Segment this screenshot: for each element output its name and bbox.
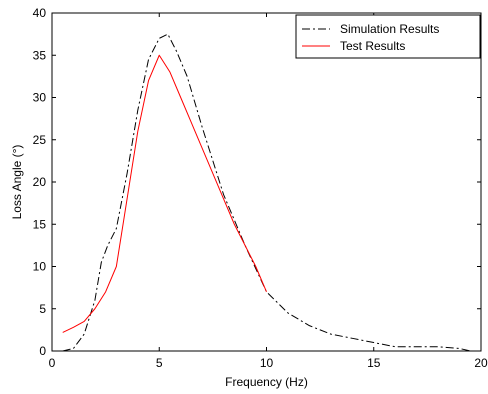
test-results-point <box>266 291 267 292</box>
test-results-point <box>212 173 213 174</box>
y-tick-label: 30 <box>33 91 47 105</box>
test-results-point <box>73 327 74 328</box>
x-tick-label: 10 <box>260 356 274 370</box>
test-results-point <box>234 224 235 225</box>
test-results-point <box>159 55 160 56</box>
simulation-results-point <box>223 194 224 195</box>
series-lines <box>62 33 471 352</box>
test-results-line <box>62 54 267 333</box>
y-axis-title: Loss Angle (°) <box>10 145 24 220</box>
simulation-results-point <box>373 342 374 343</box>
simulation-results-point <box>202 126 203 127</box>
simulation-results-point <box>148 59 149 60</box>
test-results-point <box>62 332 63 333</box>
test-results-point <box>84 321 85 322</box>
simulation-results-line <box>62 33 471 352</box>
y-tick-label: 35 <box>33 48 47 62</box>
y-axis-ticks: 0 5 10 15 20 25 30 35 40 <box>33 6 481 358</box>
legend-label-simulation: Simulation Results <box>340 22 439 36</box>
simulation-results-point <box>416 346 417 347</box>
y-tick-label: 20 <box>33 175 47 189</box>
legend-box <box>295 14 481 59</box>
simulation-results-point <box>176 50 177 51</box>
simulation-results-point <box>107 245 108 246</box>
test-results-point <box>94 308 95 309</box>
simulation-results-point <box>159 38 160 39</box>
legend-label-test: Test Results <box>340 39 405 53</box>
test-results-point <box>180 97 181 98</box>
simulation-results-point <box>73 348 74 349</box>
y-tick-label: 5 <box>39 302 46 316</box>
x-tick-label: 20 <box>474 356 488 370</box>
y-tick-label: 0 <box>39 344 46 358</box>
simulation-results-point <box>167 34 168 35</box>
y-tick-label: 25 <box>33 133 47 147</box>
simulation-results-point <box>84 334 85 335</box>
test-results-point <box>126 198 127 199</box>
test-results-point <box>137 131 138 132</box>
x-axis-ticks: 0 5 10 15 20 <box>49 13 488 370</box>
simulation-results-point <box>470 350 471 351</box>
test-results-point <box>116 266 117 267</box>
simulation-results-point <box>330 334 331 335</box>
test-results-point <box>105 291 106 292</box>
y-tick-label: 10 <box>33 260 47 274</box>
test-results-point <box>169 72 170 73</box>
x-tick-label: 0 <box>49 356 56 370</box>
simulation-results-point <box>438 346 439 347</box>
simulation-results-point <box>187 76 188 77</box>
legend: Simulation Results Test Results <box>295 14 481 59</box>
y-tick-label: 15 <box>33 217 47 231</box>
simulation-results-point <box>137 110 138 111</box>
test-results-point <box>202 148 203 149</box>
x-axis-title: Frequency (Hz) <box>225 375 308 389</box>
simulation-results-point <box>287 312 288 313</box>
simulation-results-point <box>126 173 127 174</box>
simulation-results-point <box>62 350 63 351</box>
test-results-point <box>244 245 245 246</box>
test-results-point <box>223 198 224 199</box>
plot-area <box>51 12 482 352</box>
simulation-results-point <box>116 228 117 229</box>
simulation-results-point <box>395 346 396 347</box>
test-results-point <box>148 80 149 81</box>
test-results-point <box>191 122 192 123</box>
simulation-results-point <box>94 300 95 301</box>
test-results-point <box>255 266 256 267</box>
x-tick-label: 5 <box>156 356 163 370</box>
simulation-results-point <box>101 262 102 263</box>
y-tick-label: 40 <box>33 6 47 20</box>
simulation-results-point <box>352 338 353 339</box>
simulation-results-point <box>459 348 460 349</box>
x-tick-label: 15 <box>367 356 381 370</box>
simulation-results-point <box>309 325 310 326</box>
